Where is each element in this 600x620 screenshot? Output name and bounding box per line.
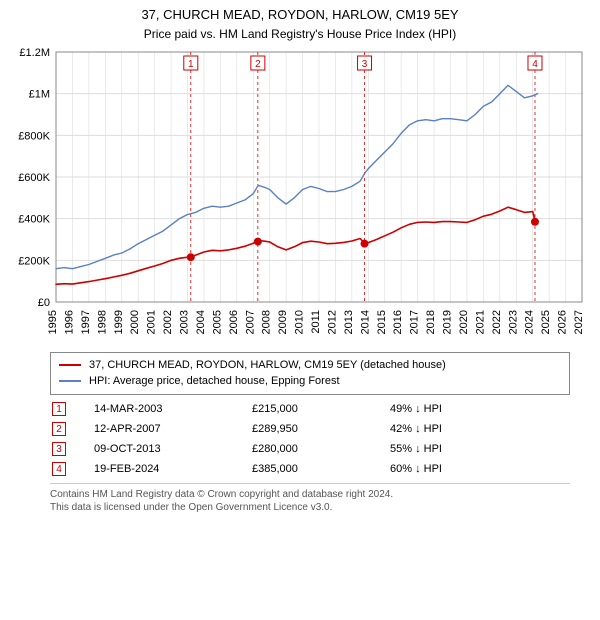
svg-text:2020: 2020 (458, 310, 470, 334)
svg-text:2004: 2004 (195, 310, 207, 334)
svg-text:1998: 1998 (96, 310, 108, 334)
svg-text:1: 1 (188, 59, 194, 70)
svg-text:2026: 2026 (557, 310, 569, 334)
svg-text:4: 4 (532, 59, 538, 70)
svg-text:2018: 2018 (425, 310, 437, 334)
sale-hpi-delta: 49% ↓ HPI (388, 399, 570, 419)
svg-text:2003: 2003 (179, 310, 191, 334)
svg-text:£200K: £200K (18, 255, 50, 267)
svg-text:2008: 2008 (261, 310, 273, 334)
sale-row: 4 19-FEB-2024£385,00060% ↓ HPI (50, 459, 570, 479)
legend-swatch (59, 380, 81, 382)
sale-marker-icon: 3 (52, 442, 66, 456)
sale-hpi-delta: 55% ↓ HPI (388, 439, 570, 459)
sale-price: £289,950 (250, 419, 388, 439)
svg-text:2027: 2027 (573, 310, 585, 334)
line-chart-svg: £0 £200K £400K £600K £800K £1M £1.2M 1995 1996 19… (10, 46, 590, 346)
svg-text:2023: 2023 (507, 310, 519, 334)
svg-text:2016: 2016 (392, 310, 404, 334)
sale-marker-icon: 2 (52, 422, 66, 436)
svg-text:1997: 1997 (80, 310, 92, 334)
legend-item: 37, CHURCH MEAD, ROYDON, HARLOW, CM19 5E… (59, 357, 561, 374)
legend-swatch (59, 364, 81, 366)
svg-text:1996: 1996 (63, 310, 75, 334)
svg-text:2002: 2002 (162, 310, 174, 334)
chart-area: £0 £200K £400K £600K £800K £1M £1.2M 1995 1996 19… (10, 46, 590, 346)
data-attribution: Contains HM Land Registry data © Crown c… (50, 483, 570, 515)
svg-text:2009: 2009 (277, 310, 289, 334)
chart-container: 37, CHURCH MEAD, ROYDON, HARLOW, CM19 5E… (0, 0, 600, 620)
svg-text:1995: 1995 (47, 310, 59, 334)
svg-text:2017: 2017 (409, 310, 421, 334)
svg-text:£800K: £800K (18, 130, 50, 142)
sale-marker-icon: 4 (52, 462, 66, 476)
svg-text:2014: 2014 (359, 310, 371, 334)
svg-text:1999: 1999 (113, 310, 125, 334)
svg-text:2001: 2001 (146, 310, 158, 334)
footer-line-2: This data is licensed under the Open Gov… (50, 501, 570, 515)
sale-marker-icon: 1 (52, 402, 66, 416)
chart-subtitle: Price paid vs. HM Land Registry's House … (10, 26, 590, 42)
sale-price: £280,000 (250, 439, 388, 459)
sale-date: 14-MAR-2003 (92, 399, 250, 419)
svg-text:2024: 2024 (524, 310, 536, 334)
svg-text:2006: 2006 (228, 310, 240, 334)
sale-row: 3 09-OCT-2013£280,00055% ↓ HPI (50, 439, 570, 459)
svg-text:2013: 2013 (343, 310, 355, 334)
svg-text:2000: 2000 (129, 310, 141, 334)
sale-price: £215,000 (250, 399, 388, 419)
sale-hpi-delta: 60% ↓ HPI (388, 459, 570, 479)
svg-text:2007: 2007 (244, 310, 256, 334)
svg-text:2005: 2005 (211, 310, 223, 334)
footer-line-1: Contains HM Land Registry data © Crown c… (50, 488, 570, 502)
sale-row: 1 14-MAR-2003£215,00049% ↓ HPI (50, 399, 570, 419)
svg-text:2: 2 (255, 59, 261, 70)
legend-label: 37, CHURCH MEAD, ROYDON, HARLOW, CM19 5E… (89, 357, 446, 374)
sale-date: 12-APR-2007 (92, 419, 250, 439)
sale-row: 2 12-APR-2007£289,95042% ↓ HPI (50, 419, 570, 439)
svg-text:2011: 2011 (310, 310, 322, 334)
sale-date: 09-OCT-2013 (92, 439, 250, 459)
sales-table: 1 14-MAR-2003£215,00049% ↓ HPI 2 12-APR-200… (50, 399, 570, 479)
svg-text:3: 3 (362, 59, 368, 70)
sale-price: £385,000 (250, 459, 388, 479)
svg-text:2015: 2015 (376, 310, 388, 334)
svg-text:2022: 2022 (491, 310, 503, 334)
legend-label: HPI: Average price, detached house, Eppi… (89, 373, 340, 390)
svg-text:2019: 2019 (442, 310, 454, 334)
svg-text:2012: 2012 (326, 310, 338, 334)
svg-text:£1M: £1M (29, 88, 50, 100)
sale-hpi-delta: 42% ↓ HPI (388, 419, 570, 439)
svg-text:2025: 2025 (540, 310, 552, 334)
svg-text:£1.2M: £1.2M (19, 47, 50, 59)
legend-item: HPI: Average price, detached house, Eppi… (59, 373, 561, 390)
sale-date: 19-FEB-2024 (92, 459, 250, 479)
svg-text:£600K: £600K (18, 172, 50, 184)
address-title: 37, CHURCH MEAD, ROYDON, HARLOW, CM19 5E… (10, 6, 590, 24)
svg-text:£400K: £400K (18, 213, 50, 225)
svg-text:£0: £0 (38, 297, 50, 309)
svg-text:2021: 2021 (474, 310, 486, 334)
legend: 37, CHURCH MEAD, ROYDON, HARLOW, CM19 5E… (50, 352, 570, 395)
svg-text:2010: 2010 (294, 310, 306, 334)
